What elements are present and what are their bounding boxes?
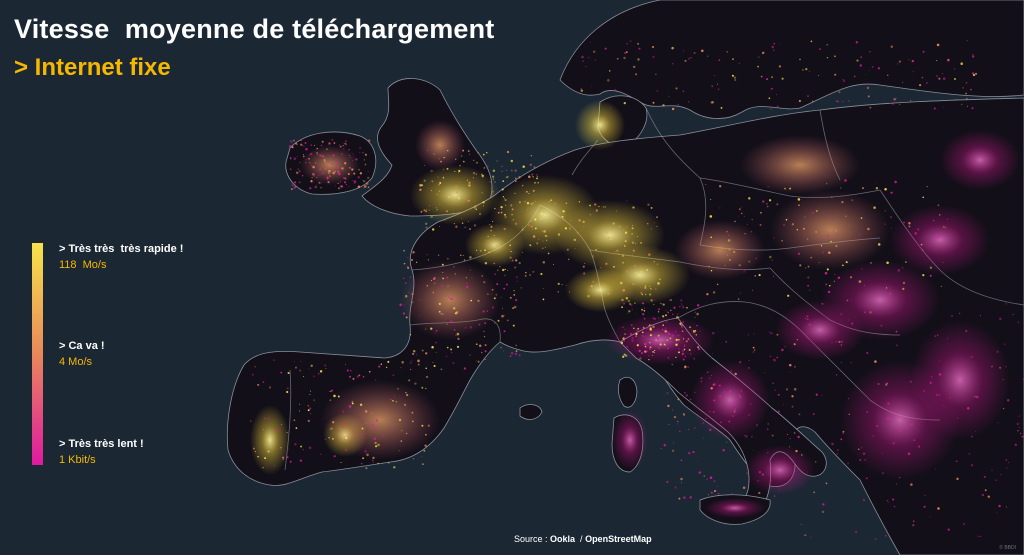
legend-fast-label: > Très très très rapide ! <box>59 243 184 255</box>
source-separator: / <box>575 534 586 544</box>
light-glow <box>705 498 765 518</box>
corsica <box>617 376 638 408</box>
source-provider: Ookla <box>550 534 576 544</box>
light-glow <box>400 260 500 340</box>
source-prefix: Source : <box>514 534 551 544</box>
light-glow <box>890 205 990 275</box>
legend-slow-value: 1 Kbit/s <box>59 454 96 466</box>
light-glow <box>575 100 625 150</box>
watermark: © BBDI <box>999 545 1016 551</box>
legend-fast-value: 118 Mo/s <box>59 259 107 271</box>
light-glow <box>675 220 765 280</box>
light-glow <box>612 410 648 470</box>
light-glow <box>940 130 1020 190</box>
light-glow <box>300 145 360 185</box>
legend-mid-value: 4 Mo/s <box>59 356 93 368</box>
light-glow <box>320 380 440 460</box>
legend-mid-label: > Ca va ! <box>59 340 105 352</box>
legend-slow-label: > Très très lent ! <box>59 438 144 450</box>
source-credit: Source : Ookla / OpenStreetMap <box>514 534 652 544</box>
light-glow <box>415 120 465 170</box>
light-glow <box>740 135 860 195</box>
light-glow <box>745 445 815 495</box>
light-glow <box>605 315 715 365</box>
light-glow <box>565 268 635 312</box>
balearic-islands <box>519 404 543 420</box>
scandinavia <box>559 0 1024 119</box>
legend-color-scale <box>32 243 43 465</box>
light-glow <box>775 300 865 360</box>
page-subtitle: > Internet fixe <box>14 54 171 81</box>
light-glow <box>690 360 770 440</box>
light-glow <box>250 405 290 475</box>
city-lights <box>249 40 1024 540</box>
page-title: Vitesse moyenne de téléchargement <box>14 14 495 44</box>
light-glow <box>910 320 1010 440</box>
light-glow <box>410 165 500 225</box>
source-map: OpenStreetMap <box>585 534 652 544</box>
light-glow <box>770 190 890 270</box>
